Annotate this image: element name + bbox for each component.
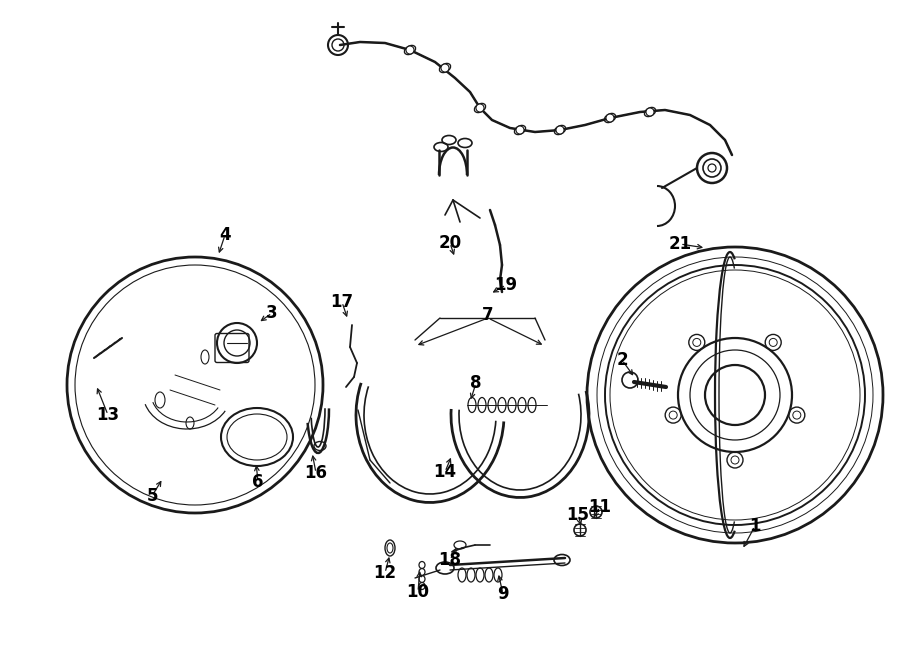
Text: 16: 16 (304, 464, 328, 482)
Text: 1: 1 (749, 517, 760, 535)
Circle shape (556, 126, 564, 134)
Text: 8: 8 (470, 374, 482, 392)
Text: 7: 7 (482, 306, 494, 324)
Text: 21: 21 (669, 235, 691, 253)
Circle shape (441, 64, 449, 72)
Text: 4: 4 (220, 226, 230, 244)
Text: 18: 18 (438, 551, 462, 569)
Circle shape (606, 114, 614, 122)
Circle shape (476, 104, 484, 112)
Text: 20: 20 (438, 234, 462, 252)
Text: 17: 17 (330, 293, 354, 311)
Text: 5: 5 (146, 487, 158, 505)
Text: 12: 12 (374, 564, 397, 582)
Text: 13: 13 (96, 406, 120, 424)
Text: 9: 9 (497, 585, 508, 603)
Text: 2: 2 (616, 351, 628, 369)
Text: 15: 15 (566, 506, 590, 524)
Circle shape (406, 46, 414, 54)
Text: 14: 14 (434, 463, 456, 481)
Text: 11: 11 (589, 498, 611, 516)
Text: 6: 6 (252, 473, 264, 491)
Circle shape (646, 108, 654, 116)
Circle shape (516, 126, 524, 134)
Text: 3: 3 (266, 304, 278, 322)
Text: 19: 19 (494, 276, 518, 294)
Text: 10: 10 (407, 583, 429, 601)
